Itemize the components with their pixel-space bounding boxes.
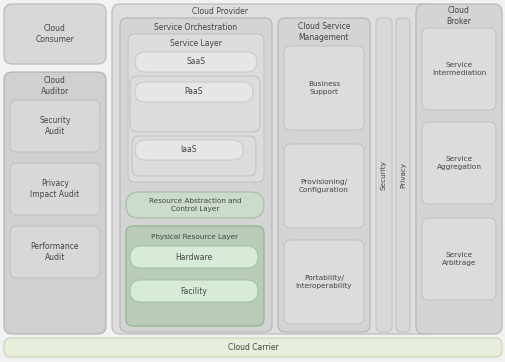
Text: Security
Audit: Security Audit [39, 116, 71, 136]
Text: Privacy: Privacy [399, 162, 405, 188]
FancyBboxPatch shape [4, 4, 106, 64]
FancyBboxPatch shape [130, 280, 258, 302]
FancyBboxPatch shape [135, 82, 252, 102]
Text: Privacy
Impact Audit: Privacy Impact Audit [30, 179, 79, 199]
FancyBboxPatch shape [135, 52, 257, 72]
FancyBboxPatch shape [126, 226, 264, 326]
FancyBboxPatch shape [10, 163, 100, 215]
Text: Service
Arbitrage: Service Arbitrage [441, 252, 475, 266]
Text: Performance
Audit: Performance Audit [31, 242, 79, 262]
Text: Facility: Facility [180, 286, 207, 295]
Text: Cloud Carrier: Cloud Carrier [227, 344, 278, 353]
FancyBboxPatch shape [4, 72, 106, 334]
Text: Provisioning/
Configuration: Provisioning/ Configuration [298, 179, 348, 193]
FancyBboxPatch shape [277, 18, 369, 332]
Text: Cloud Provider: Cloud Provider [191, 7, 247, 16]
Text: Hardware: Hardware [175, 253, 212, 261]
FancyBboxPatch shape [120, 18, 272, 332]
Text: Portability/
Interoperability: Portability/ Interoperability [295, 275, 351, 289]
Text: Cloud
Auditor: Cloud Auditor [41, 76, 69, 96]
Text: Resource Abstraction and
Control Layer: Resource Abstraction and Control Layer [148, 198, 241, 212]
FancyBboxPatch shape [4, 338, 501, 357]
Text: Physical Resource Layer: Physical Resource Layer [151, 234, 238, 240]
FancyBboxPatch shape [421, 122, 495, 204]
FancyBboxPatch shape [395, 18, 409, 332]
Text: Service
Aggregation: Service Aggregation [436, 156, 481, 170]
Text: SaaS: SaaS [186, 58, 205, 67]
Text: PaaS: PaaS [184, 88, 203, 97]
FancyBboxPatch shape [283, 240, 363, 324]
Text: Service
Intermediation: Service Intermediation [431, 62, 485, 76]
FancyBboxPatch shape [128, 34, 264, 182]
Text: Cloud
Broker: Cloud Broker [445, 6, 471, 26]
FancyBboxPatch shape [375, 18, 391, 332]
FancyBboxPatch shape [135, 140, 242, 160]
Text: Security: Security [380, 160, 386, 190]
FancyBboxPatch shape [10, 226, 100, 278]
FancyBboxPatch shape [112, 4, 434, 334]
FancyBboxPatch shape [132, 136, 256, 176]
Text: Business
Support: Business Support [308, 81, 339, 95]
Text: Cloud Service
Management: Cloud Service Management [297, 22, 349, 42]
Text: Service Layer: Service Layer [170, 39, 222, 49]
Text: IaaS: IaaS [180, 146, 197, 155]
Text: Cloud
Consumer: Cloud Consumer [35, 24, 74, 44]
FancyBboxPatch shape [283, 46, 363, 130]
FancyBboxPatch shape [283, 144, 363, 228]
FancyBboxPatch shape [10, 100, 100, 152]
Text: Service Orchestration: Service Orchestration [154, 22, 237, 31]
FancyBboxPatch shape [421, 28, 495, 110]
FancyBboxPatch shape [421, 218, 495, 300]
FancyBboxPatch shape [415, 4, 501, 334]
FancyBboxPatch shape [126, 192, 264, 218]
FancyBboxPatch shape [130, 246, 258, 268]
FancyBboxPatch shape [130, 76, 260, 132]
